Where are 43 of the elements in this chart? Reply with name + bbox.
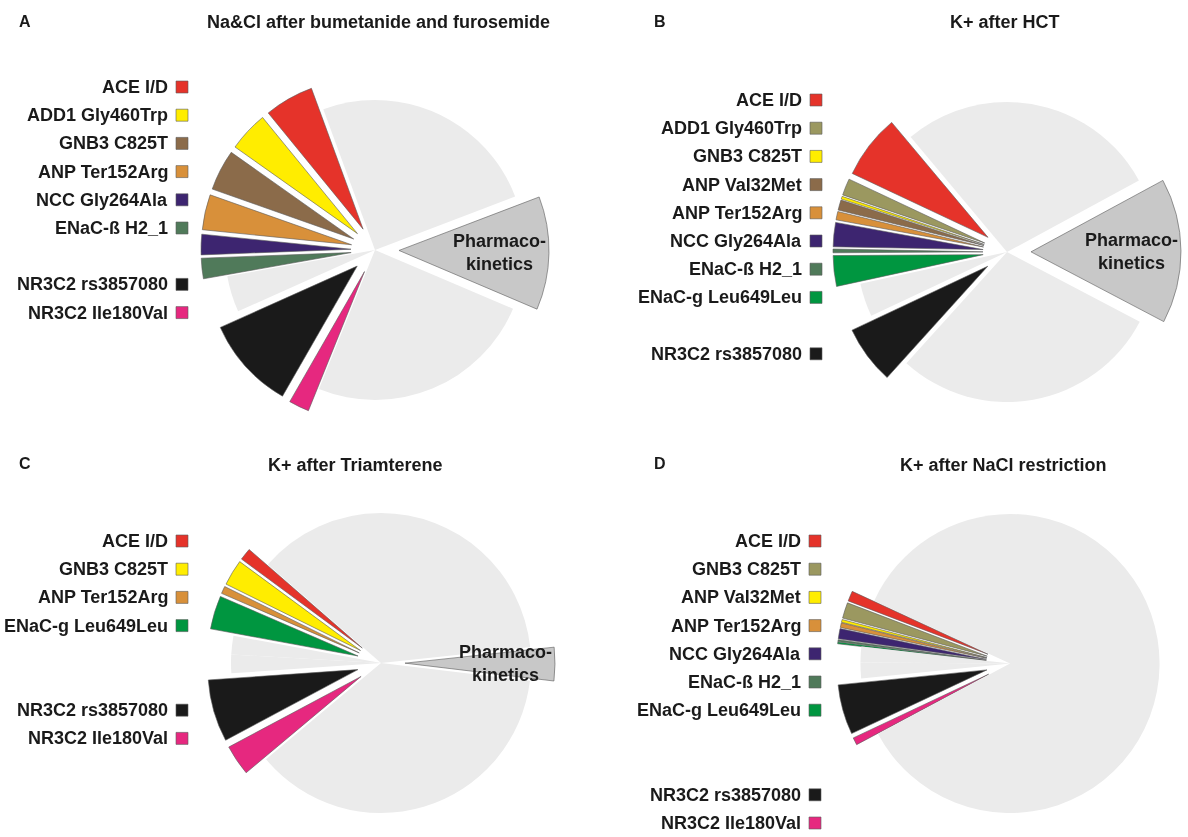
legend-label: ANP Val32Met	[681, 587, 801, 607]
legend-label: NR3C2 Ile180Val	[28, 728, 169, 748]
chart-title: K+ after Triamterene	[268, 455, 443, 475]
legend-label: ENaC-g Leu649Leu	[4, 616, 169, 636]
slice-label: Pharmaco-kinetics	[459, 642, 553, 686]
legend-label: NR3C2 rs3857080	[17, 700, 169, 720]
legend-label: NCC Gly264Ala	[669, 644, 802, 664]
legend-label: NR3C2 rs3857080	[650, 785, 802, 805]
legend-label: ADD1 Gly460Trp	[661, 118, 803, 138]
text: C	[19, 455, 31, 472]
legend-label: ANP Ter152Arg	[38, 162, 169, 182]
chart-title: K+ after HCT	[950, 12, 1060, 32]
legend-label: ADD1 Gly460Trp	[27, 105, 169, 125]
legend-label: ENaC-ß H2_1	[689, 259, 803, 279]
slice-label: Pharmaco-kinetics	[1085, 230, 1179, 274]
text: D	[654, 455, 666, 472]
chart-title: Na&Cl after bumetanide and furosemide	[207, 12, 551, 32]
legend-label: ENaC-ß H2_1	[688, 672, 802, 692]
legend-label: ENaC-ß H2_1	[55, 218, 169, 238]
text: B	[654, 13, 666, 30]
legend-label: ACE I/D	[735, 531, 802, 551]
legend-label: GNB3 C825T	[693, 146, 803, 166]
legend-label: ACE I/D	[102, 77, 169, 97]
legend-label: ANP Ter152Arg	[38, 587, 169, 607]
legend-label: ENaC-g Leu649Leu	[637, 700, 802, 720]
legend-label: ANP Ter152Arg	[672, 203, 803, 223]
legend-label: GNB3 C825T	[59, 133, 169, 153]
legend-label: NCC Gly264Ala	[36, 190, 169, 210]
legend-label: GNB3 C825T	[692, 559, 802, 579]
legend-label: NR3C2 Ile180Val	[661, 813, 802, 833]
legend-label: NCC Gly264Ala	[670, 231, 803, 251]
legend-label: NR3C2 rs3857080	[651, 344, 803, 364]
legend-label: ANP Val32Met	[682, 175, 802, 195]
slice-label: Pharmaco-kinetics	[453, 231, 547, 275]
legend-label: ENaC-g Leu649Leu	[638, 287, 803, 307]
legend-label: ACE I/D	[736, 90, 803, 110]
legend-label: GNB3 C825T	[59, 559, 169, 579]
text: A	[19, 13, 31, 30]
legend-label: NR3C2 Ile180Val	[28, 303, 169, 323]
legend-label: ACE I/D	[102, 531, 169, 551]
legend-label: ANP Ter152Arg	[671, 616, 802, 636]
legend-label: NR3C2 rs3857080	[17, 274, 169, 294]
chart-title: K+ after NaCl restriction	[900, 455, 1107, 475]
